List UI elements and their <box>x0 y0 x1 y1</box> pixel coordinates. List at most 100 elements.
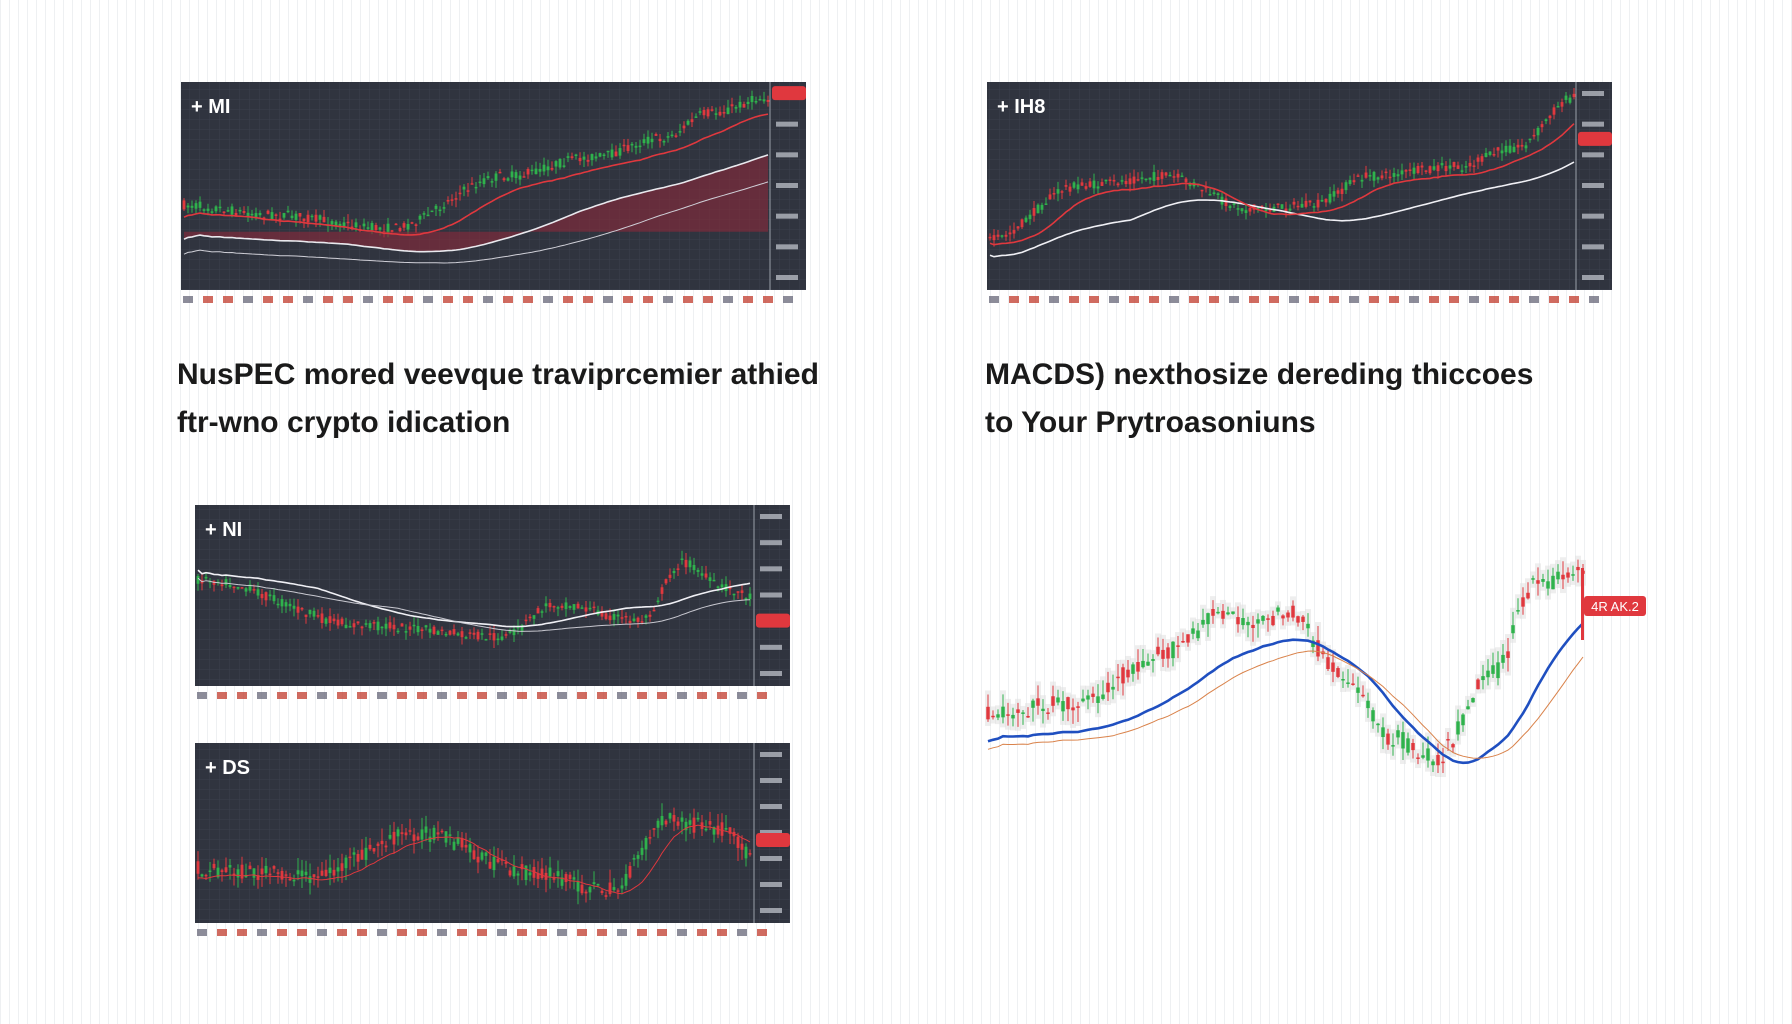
candle-body <box>740 590 744 594</box>
date-tick-glyph <box>317 692 327 699</box>
candle-body <box>1360 179 1364 182</box>
price-badge <box>756 833 790 847</box>
candle-body <box>436 631 440 635</box>
candle-body <box>1066 697 1070 710</box>
candle-body <box>1051 696 1055 706</box>
candle-body <box>1464 166 1468 168</box>
candle-body <box>678 131 682 133</box>
candle-body <box>1136 661 1140 672</box>
candle-body <box>456 633 460 636</box>
candle-body <box>1236 617 1240 625</box>
candle-body <box>1576 566 1580 571</box>
candle-body <box>516 873 520 876</box>
candle-body <box>1316 640 1320 657</box>
candle-body <box>470 183 474 185</box>
candle-body <box>1041 708 1045 712</box>
candle-body <box>1201 619 1205 625</box>
candle-body <box>362 223 366 227</box>
moving-average <box>987 622 1584 765</box>
candle-body <box>438 209 442 212</box>
candle-body <box>1251 624 1255 629</box>
candle-body <box>1131 664 1135 674</box>
candle-body <box>400 623 404 627</box>
candle-body <box>1392 173 1396 177</box>
candle-body <box>182 200 186 210</box>
candle-body <box>496 638 500 641</box>
candle-body <box>1152 172 1156 181</box>
candle-body <box>346 221 350 224</box>
candle-body <box>536 608 540 614</box>
date-tick-glyph <box>397 692 407 699</box>
candle-body <box>322 216 326 223</box>
moving-average <box>197 824 751 895</box>
candle-body <box>464 844 468 848</box>
date-tick-glyph <box>577 929 587 936</box>
date-tick-glyph <box>277 692 287 699</box>
candle-body <box>426 214 430 217</box>
candle-body <box>694 116 698 118</box>
candle-body <box>1328 193 1332 203</box>
candle-body <box>566 156 570 158</box>
candle-body <box>288 603 292 607</box>
date-tick-glyph <box>543 296 553 303</box>
candle-body <box>218 206 222 209</box>
candle-body <box>680 817 684 822</box>
candle-body <box>454 198 458 200</box>
candle-body <box>488 861 492 869</box>
candle-body <box>1121 667 1125 684</box>
candle-body <box>1431 761 1435 766</box>
candle-body <box>318 215 322 220</box>
candle-body <box>518 175 522 180</box>
candle-body <box>986 706 990 720</box>
chart-panel <box>195 743 790 923</box>
candle-body <box>1484 152 1488 157</box>
candle-body <box>1264 209 1268 212</box>
candle-body <box>1232 203 1236 205</box>
candle-body <box>460 631 464 638</box>
date-tick-glyph <box>697 692 707 699</box>
candle-body <box>448 630 452 635</box>
candle-body <box>568 606 572 609</box>
candle-body <box>328 867 332 874</box>
date-tick-glyph <box>403 296 413 303</box>
candle-body <box>404 631 408 633</box>
candle-body <box>588 607 592 610</box>
candle-body <box>402 223 406 228</box>
axis-tick-glyph <box>760 830 782 835</box>
badge-text: 4R AK.2 <box>1591 599 1639 614</box>
candle-body <box>198 201 202 208</box>
candle-body <box>512 629 516 636</box>
candle-body <box>1288 208 1292 211</box>
candle-body <box>268 594 272 597</box>
date-tick-glyph <box>337 929 347 936</box>
candle-body <box>410 222 414 224</box>
candle-body <box>1526 592 1530 599</box>
date-tick-glyph <box>717 929 727 936</box>
axis-tick-glyph <box>760 908 782 913</box>
candle-body <box>1196 630 1200 639</box>
candle-body <box>1188 183 1192 187</box>
moving-average <box>183 113 769 236</box>
candle-body <box>1408 169 1412 171</box>
candle-body <box>1480 156 1484 162</box>
candle-body <box>456 837 460 844</box>
candle-body <box>214 206 218 212</box>
candle-body <box>1200 189 1204 192</box>
candle-body <box>1531 578 1535 580</box>
candle-body <box>316 615 320 617</box>
date-tick-glyph <box>1029 296 1039 303</box>
candle-body <box>1512 146 1516 153</box>
candle-body <box>238 209 242 212</box>
candle-body <box>522 176 526 178</box>
candle-body <box>400 832 404 835</box>
candle-body <box>386 223 390 233</box>
candle-body <box>248 865 252 870</box>
candle-body <box>432 626 436 634</box>
candle-body <box>1521 597 1525 607</box>
candle-body <box>332 618 336 622</box>
candle-body <box>670 134 674 137</box>
candle-body <box>336 619 340 626</box>
date-tick-glyph <box>397 929 407 936</box>
candle-body <box>632 858 636 860</box>
candle-body <box>546 166 550 171</box>
